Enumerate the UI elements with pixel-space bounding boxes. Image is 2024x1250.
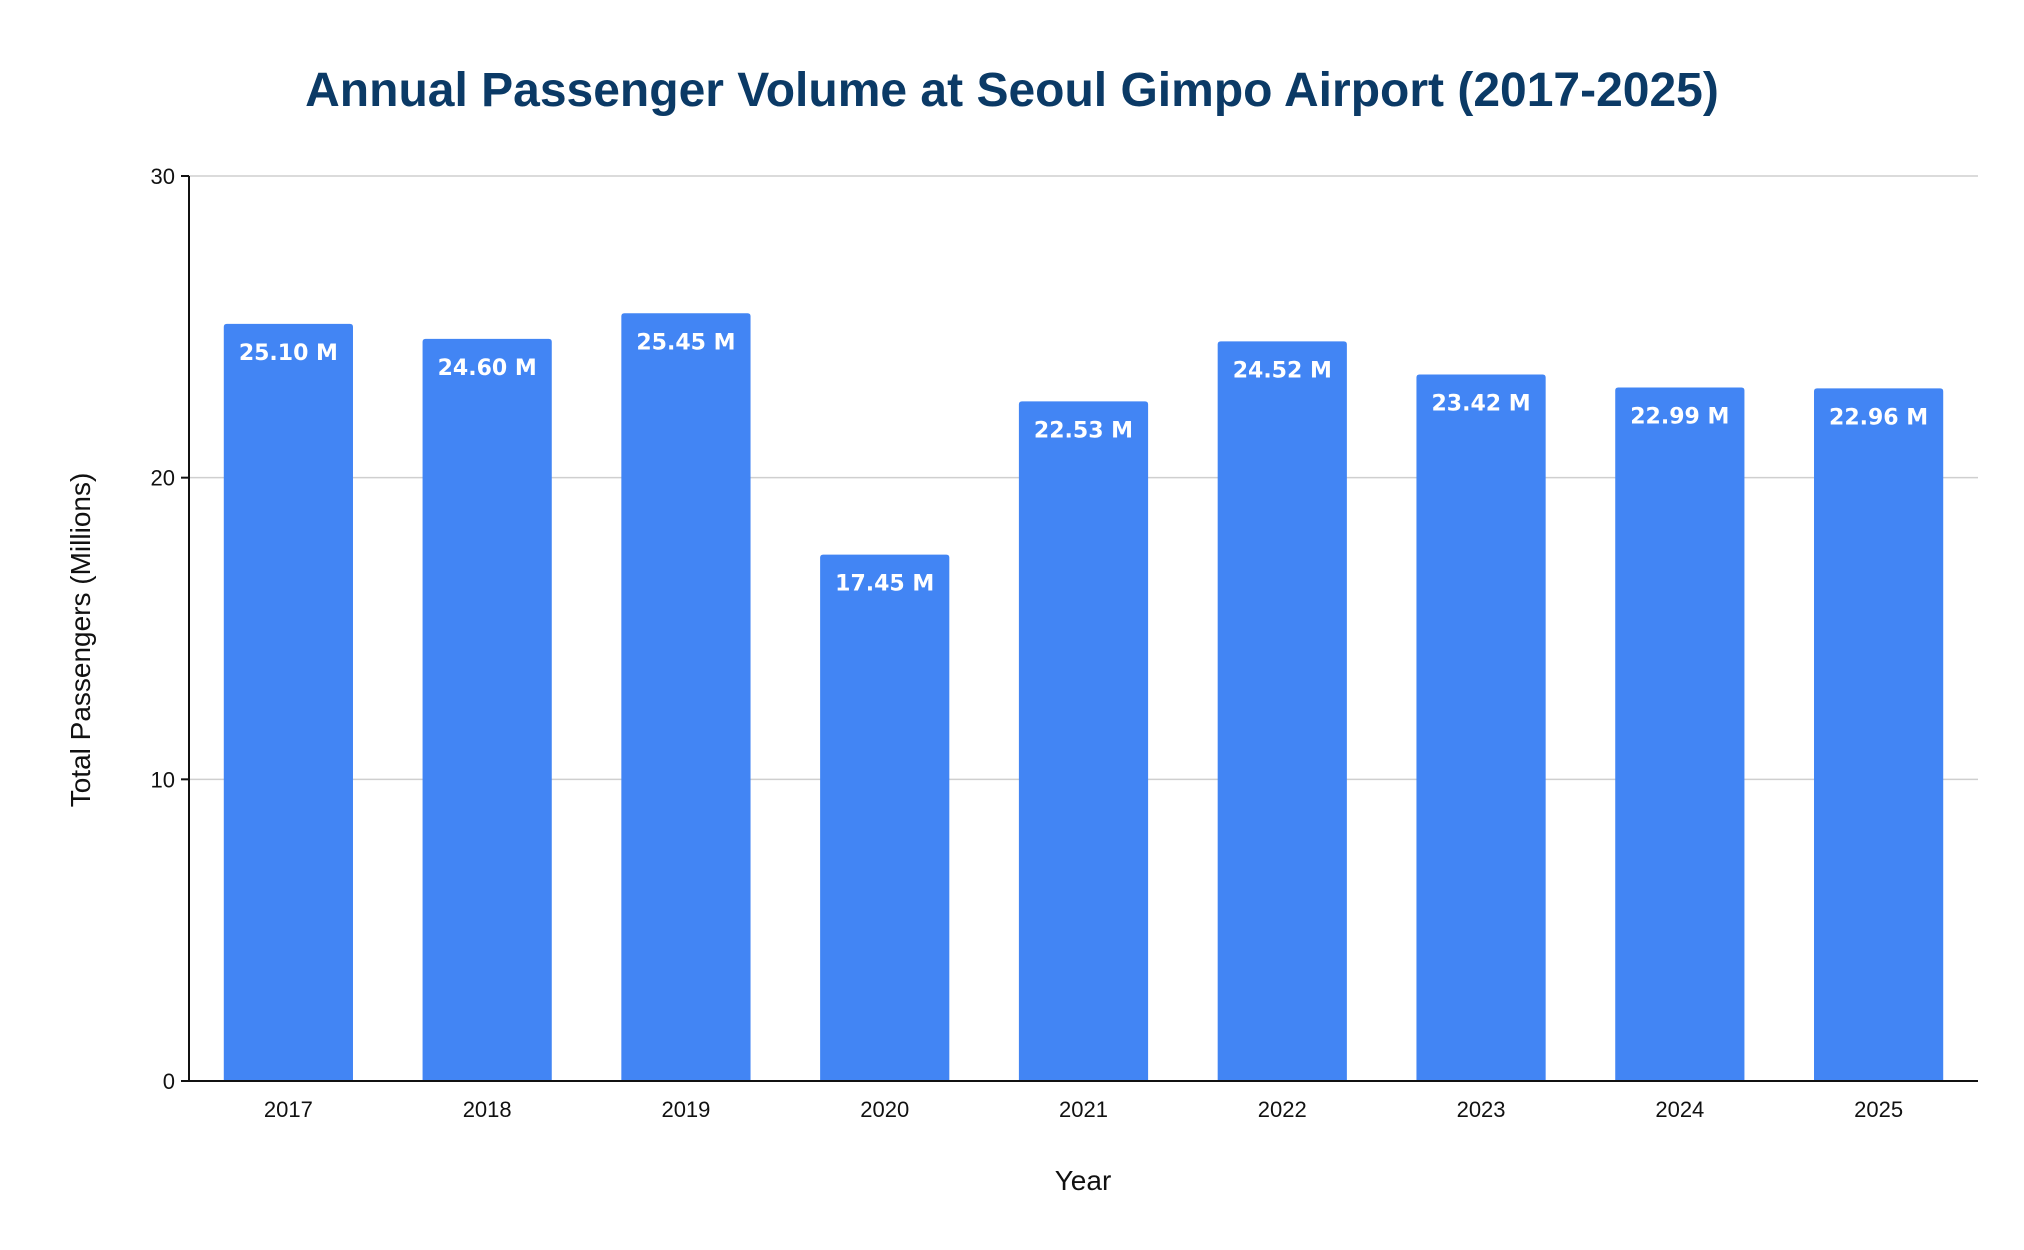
bar-value-label: 22.53 M <box>1034 418 1133 443</box>
bar-value-label: 22.99 M <box>1630 404 1729 429</box>
x-tick-labels: 2017 2018 2019 2020 2021 2022 2023 2024 2025 <box>264 1097 1903 1122</box>
y-axis-title: Total Passengers (Millions) <box>65 473 96 808</box>
bar-value-label: 25.10 M <box>239 341 338 366</box>
bar-value-label: 24.60 M <box>438 356 537 381</box>
x-tick-label: 2022 <box>1258 1097 1307 1122</box>
bar-value-labels: 25.10 M 24.60 M 25.45 M 17.45 M 22.53 M 24.52… <box>239 330 1928 596</box>
bars <box>223 313 1944 1082</box>
bar-2023 <box>1416 374 1546 1081</box>
bar-2017 <box>223 323 353 1082</box>
bar-value-label: 22.96 M <box>1829 405 1928 430</box>
x-tick-label: 2024 <box>1655 1097 1704 1122</box>
bar-value-label: 24.52 M <box>1233 358 1332 383</box>
bar-2019 <box>621 313 751 1082</box>
x-axis-title: Year <box>1055 1165 1112 1196</box>
bar-value-label: 25.45 M <box>636 330 735 355</box>
y-tick-label: 10 <box>151 767 175 792</box>
bar-2025 <box>1814 388 1944 1082</box>
bar-2018 <box>422 338 552 1081</box>
chart-title: Annual Passenger Volume at Seoul Gimpo A… <box>305 64 1719 117</box>
axes <box>188 176 1978 1082</box>
bar-2020 <box>820 554 950 1081</box>
bar-value-label: 17.45 M <box>835 572 934 597</box>
y-tick-label: 20 <box>151 466 175 491</box>
bar-value-label: 23.42 M <box>1431 391 1530 416</box>
bar-2024 <box>1615 387 1745 1081</box>
x-tick-label: 2018 <box>463 1097 512 1122</box>
x-tick-label: 2019 <box>661 1097 710 1122</box>
x-tick-label: 2023 <box>1457 1097 1506 1122</box>
bar-2022 <box>1217 341 1347 1081</box>
y-tick-label: 0 <box>163 1069 175 1094</box>
x-tick-label: 2021 <box>1059 1097 1108 1122</box>
y-tick-label: 30 <box>151 164 175 189</box>
x-tick-label: 2025 <box>1854 1097 1903 1122</box>
x-tick-label: 2020 <box>860 1097 909 1122</box>
x-tick-label: 2017 <box>264 1097 313 1122</box>
bar-2021 <box>1018 401 1149 1082</box>
y-tick-labels: 0 10 20 30 <box>151 164 189 1094</box>
